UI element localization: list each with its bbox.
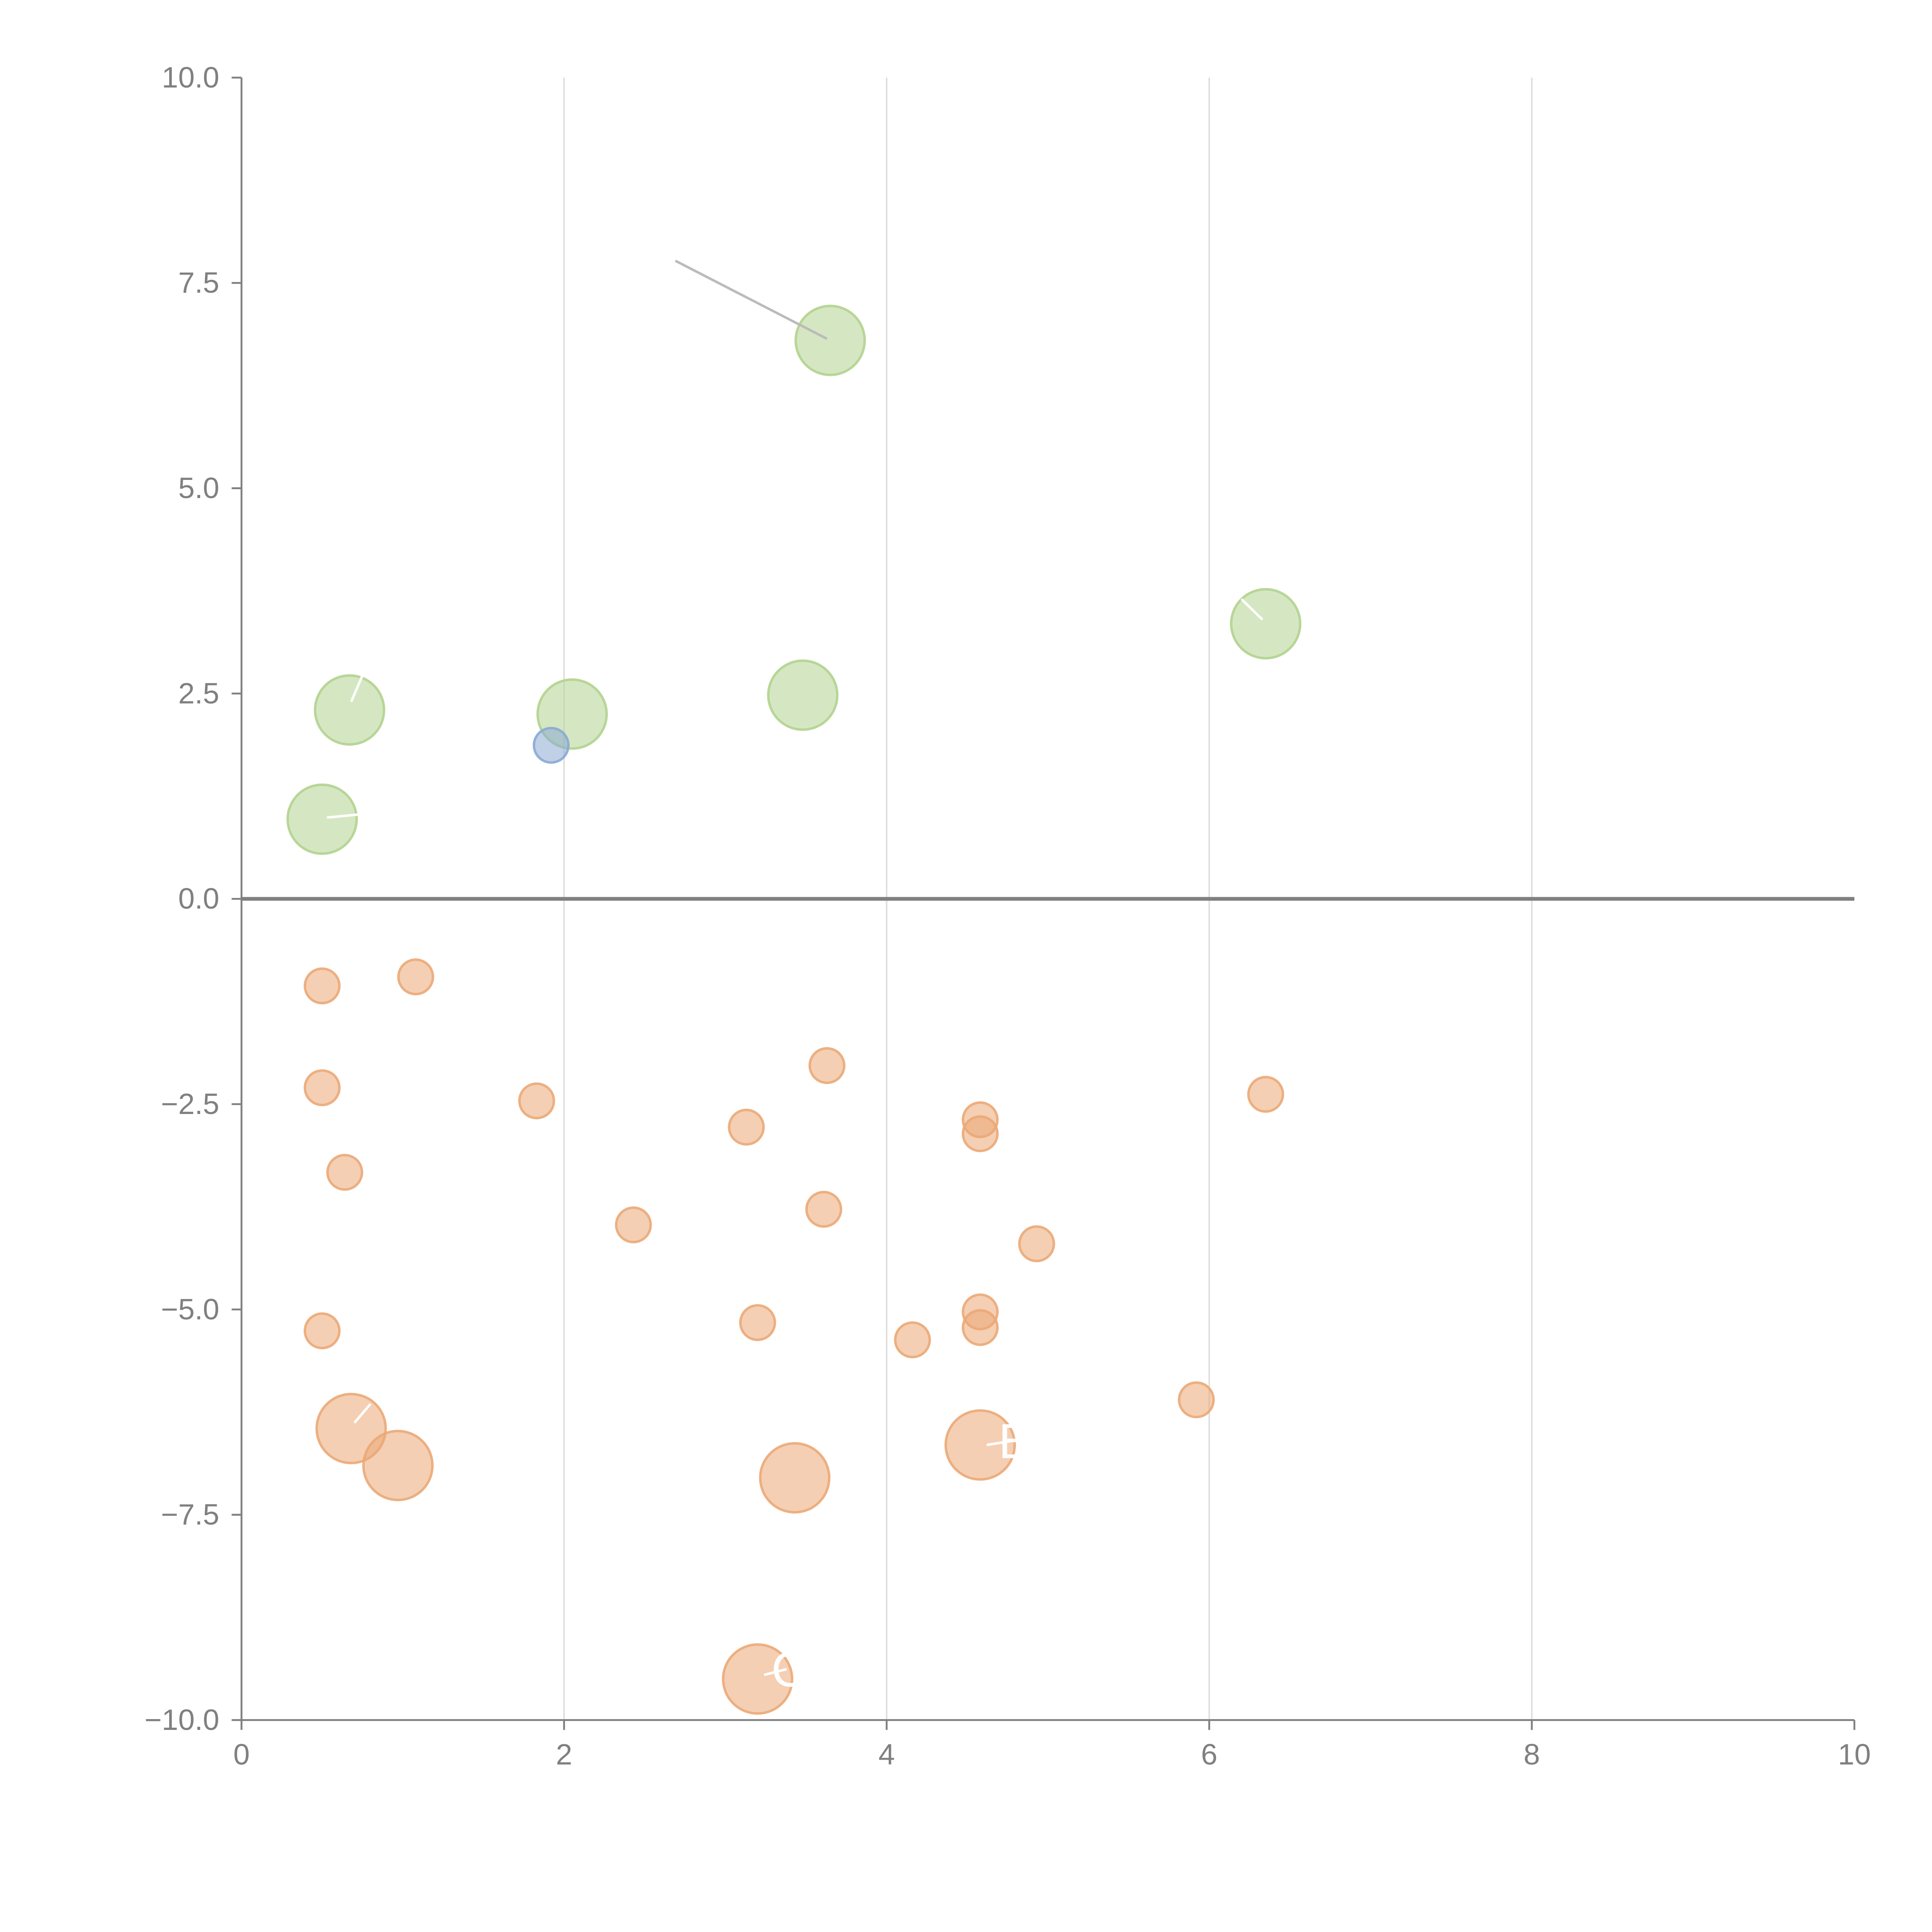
x-tick-label: 8 <box>1524 1738 1540 1771</box>
data-point <box>961 1115 999 1152</box>
annotation-label: B <box>998 1414 1031 1469</box>
series-small-orange <box>303 958 1284 1418</box>
axes: 0 2 4 6 8 10 −10.0 −7.5 −5.0 −2.5 0.0 2.5 5.0 7.5 10.0 <box>145 61 1871 1771</box>
annotation-leader-line <box>1240 598 1264 621</box>
data-point <box>1247 1076 1284 1113</box>
data-point <box>767 659 839 731</box>
data-point <box>286 783 358 855</box>
data-point <box>532 726 570 764</box>
data-point <box>303 967 341 1005</box>
annotation-leader-line <box>327 813 361 819</box>
series-large-green <box>286 304 1302 855</box>
y-tick-label: 0.0 <box>178 883 219 915</box>
annotations: BC <box>327 260 1264 1697</box>
y-tick-label: 10.0 <box>162 61 219 94</box>
data-point <box>314 674 386 746</box>
data-point <box>303 1312 341 1349</box>
series-small-blue <box>532 726 570 764</box>
annotation-leader-line <box>350 675 364 702</box>
x-tick-label: 6 <box>1201 1738 1218 1771</box>
y-tick-label: −5.0 <box>161 1293 219 1326</box>
data-point <box>397 958 434 995</box>
data-point <box>794 304 866 376</box>
y-tick-label: −2.5 <box>161 1088 219 1121</box>
data-point <box>518 1082 555 1119</box>
y-tick-label: −7.5 <box>161 1498 219 1531</box>
data-point <box>1178 1381 1215 1418</box>
data-points <box>286 304 1302 1715</box>
x-tick-label: 10 <box>1838 1738 1871 1771</box>
x-tick-label: 2 <box>556 1738 573 1771</box>
annotation-leader-line <box>675 260 828 340</box>
data-point <box>808 1047 846 1084</box>
data-point <box>944 1409 1016 1481</box>
data-point <box>1018 1225 1055 1262</box>
data-point <box>894 1321 931 1359</box>
data-point <box>728 1109 765 1146</box>
annotation-leader-line <box>353 1403 372 1424</box>
series-large-orange <box>315 1393 1016 1715</box>
data-point <box>805 1190 842 1228</box>
y-tick-label: 7.5 <box>178 267 219 299</box>
y-tick-label: −10.0 <box>145 1704 219 1736</box>
data-point <box>615 1206 652 1243</box>
x-tick-label: 4 <box>878 1738 895 1771</box>
data-point <box>362 1430 434 1502</box>
data-point <box>722 1643 794 1715</box>
annotation-label: C <box>771 1642 807 1697</box>
data-point <box>303 1069 341 1106</box>
x-tick-label: 0 <box>233 1738 250 1771</box>
annotation-leader-line <box>764 1668 787 1676</box>
data-point <box>961 1309 999 1346</box>
data-point <box>739 1304 776 1341</box>
data-point <box>326 1154 363 1191</box>
y-tick-label: 2.5 <box>178 677 219 710</box>
y-tick-label: 5.0 <box>178 472 219 505</box>
data-point <box>759 1442 831 1514</box>
annotation-leader-line <box>986 1439 1013 1446</box>
